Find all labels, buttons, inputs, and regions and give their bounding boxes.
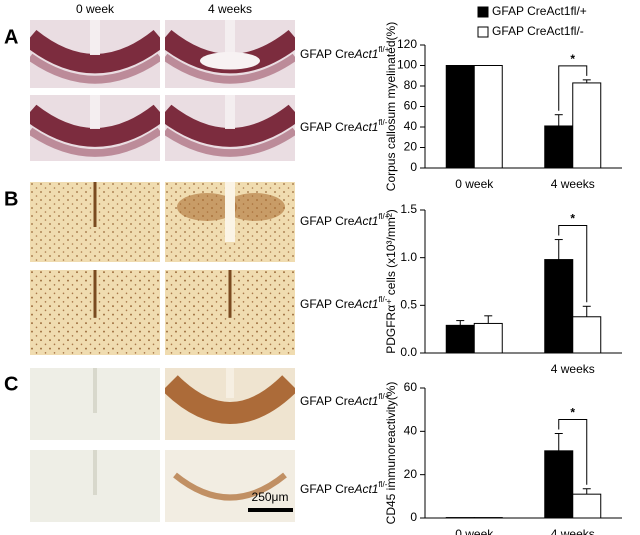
legend-label: GFAP CreAct1fl/+ <box>492 4 587 18</box>
significance-bracket <box>558 225 588 303</box>
bar <box>572 493 602 519</box>
label-allele: fl/- <box>378 480 387 489</box>
error-bar <box>456 320 465 326</box>
y-tick-label: 60 <box>404 99 418 113</box>
bar <box>572 82 602 169</box>
x-tick-label: 0 week <box>455 177 494 191</box>
y-tick-label: 0 <box>410 160 417 174</box>
legend-swatch <box>477 26 489 38</box>
significance-mark: * <box>570 52 575 66</box>
legend-label: GFAP CreAct1fl/- <box>492 24 584 38</box>
panel-label: B <box>4 188 18 210</box>
label-allele: fl/+ <box>378 212 389 221</box>
row-label: GFAP CreAct1fl/+ <box>300 392 390 408</box>
label-prefix: GFAP Cre <box>300 394 355 408</box>
error-bar <box>582 488 591 495</box>
x-tick-label: 4 weeks <box>551 362 595 376</box>
label-prefix: GFAP Cre <box>300 482 355 496</box>
row-label: GFAP CreAct1fl/- <box>300 118 388 134</box>
error-bar <box>582 305 591 317</box>
x-tick-label: 0 week <box>455 527 494 535</box>
row-label: GFAP CreAct1fl/+ <box>300 45 390 61</box>
label-allele: fl/+ <box>378 45 389 54</box>
panel-label: A <box>4 26 18 48</box>
panel-label: C <box>4 373 18 395</box>
label-gene: Act1 <box>353 482 378 496</box>
error-bar <box>582 79 591 83</box>
y-tick-label: 0.5 <box>400 298 417 312</box>
legend-swatch <box>477 6 489 18</box>
significance-mark: * <box>570 212 575 226</box>
y-tick-label: 120 <box>397 37 417 51</box>
column-header: 0 week <box>76 2 115 16</box>
bar <box>473 322 503 354</box>
bar <box>473 65 503 169</box>
label-gene: Act1 <box>353 297 378 311</box>
error-bar <box>554 433 563 451</box>
y-tick-label: 60 <box>404 380 418 394</box>
y-tick-label: 100 <box>397 58 417 72</box>
significance-mark: * <box>570 406 575 420</box>
label-allele: fl/- <box>378 118 387 127</box>
label-gene: Act1 <box>353 394 378 408</box>
error-bar <box>554 114 563 126</box>
row-label: GFAP CreAct1fl/+ <box>300 212 390 228</box>
y-tick-label: 1.5 <box>400 202 417 216</box>
bar <box>445 324 475 354</box>
label-prefix: GFAP Cre <box>300 120 355 134</box>
x-tick-label: 4 weeks <box>551 177 595 191</box>
y-axis-label: CD45 immunoreactivity(%) <box>384 382 398 525</box>
row-label: GFAP CreAct1fl/- <box>300 295 388 311</box>
significance-bracket <box>558 65 588 111</box>
y-axis-label: Corpus callosum myelinated(%) <box>384 22 398 191</box>
x-tick-label: 4 weeks <box>551 527 595 535</box>
y-tick-label: 40 <box>404 424 418 438</box>
y-tick-label: 0 <box>410 510 417 524</box>
error-bar <box>484 315 493 324</box>
bar <box>544 125 574 169</box>
label-gene: Act1 <box>353 120 378 134</box>
label-gene: Act1 <box>353 214 378 228</box>
bar <box>445 65 475 169</box>
label-prefix: GFAP Cre <box>300 297 355 311</box>
label-prefix: GFAP Cre <box>300 47 355 61</box>
scale-label: 250μm <box>252 490 289 504</box>
y-axis-label: PDGFRα⁺ cells (x10³/mm²) <box>384 209 398 354</box>
y-tick-label: 20 <box>404 467 418 481</box>
bar <box>572 316 602 354</box>
label-allele: fl/+ <box>378 392 389 401</box>
y-tick-label: 1.0 <box>400 250 417 264</box>
label-gene: Act1 <box>353 47 378 61</box>
error-bar <box>554 239 563 260</box>
micrographs <box>30 20 295 522</box>
bar <box>544 259 574 354</box>
row-label: GFAP CreAct1fl/- <box>300 480 388 496</box>
y-tick-label: 40 <box>404 119 418 133</box>
label-prefix: GFAP Cre <box>300 214 355 228</box>
y-tick-label: 80 <box>404 78 418 92</box>
significance-bracket <box>558 419 588 485</box>
label-allele: fl/- <box>378 295 387 304</box>
y-tick-label: 20 <box>404 140 418 154</box>
column-header: 4 weeks <box>208 2 252 16</box>
y-tick-label: 0.0 <box>400 345 417 359</box>
bar <box>544 450 574 519</box>
